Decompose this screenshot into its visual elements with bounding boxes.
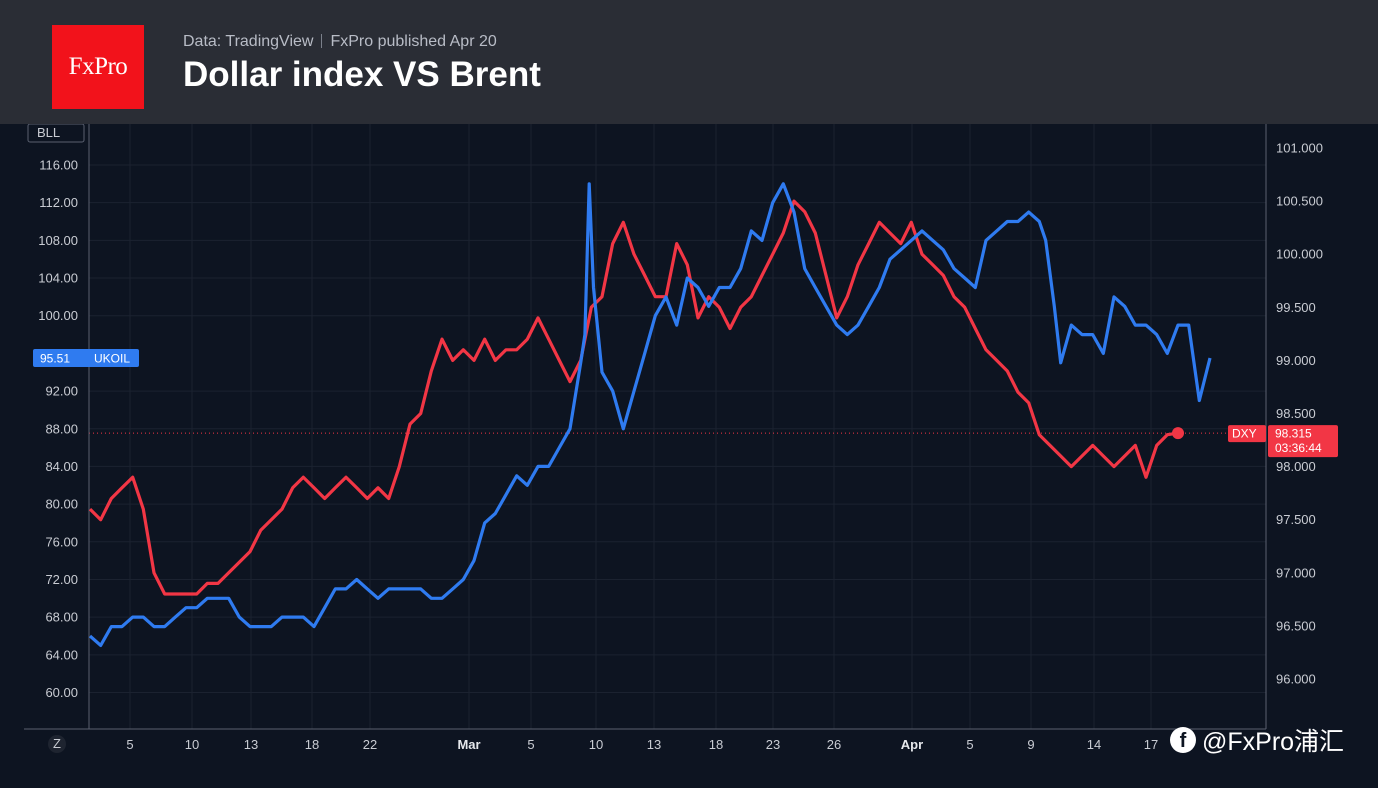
dxy-price-tag — [1268, 425, 1338, 458]
dxy-last-value: 98.315 — [1275, 427, 1312, 441]
facebook-icon: f — [1170, 727, 1196, 753]
x-tick-label: 5 — [126, 737, 133, 752]
published-date: FxPro published Apr 20 — [330, 33, 497, 50]
left-tick-label: 92.00 — [45, 384, 78, 399]
ukoil-line — [88, 182, 1212, 647]
right-tick-label: 98.500 — [1276, 406, 1316, 421]
x-tick-label: 14 — [1087, 737, 1101, 752]
chart-plot[interactable]: 116.00 112.00 108.00 104.00 100.00 92.00 88.00… — [0, 124, 1378, 788]
left-tick-label: 76.00 — [45, 534, 78, 549]
chart-title: Dollar index VS Brent — [183, 55, 541, 94]
left-tick-label: 80.00 — [45, 497, 78, 512]
left-tick-label: 64.00 — [45, 647, 78, 662]
right-tick-label: 97.000 — [1276, 565, 1316, 580]
right-tick-label: 100.000 — [1276, 247, 1323, 262]
x-tick-label: 22 — [363, 737, 377, 752]
x-tick-label: 5 — [966, 737, 973, 752]
z-button — [48, 735, 66, 753]
right-tick-label: 97.500 — [1276, 512, 1316, 527]
right-tick-label: 98.000 — [1276, 459, 1316, 474]
dxy-name-tag — [1228, 425, 1266, 443]
x-tick-label: 10 — [185, 737, 199, 752]
x-tick-label: Mar — [457, 737, 480, 752]
left-tick-label: 88.00 — [45, 421, 78, 436]
x-tick-label: 10 — [589, 737, 603, 752]
left-tick-label: 108.00 — [38, 233, 78, 248]
dxy-line — [88, 199, 1179, 596]
dxy-series-name: DXY — [1232, 427, 1257, 441]
left-tick-label: 84.00 — [45, 459, 78, 474]
axis-label-bll: BLL — [37, 125, 60, 140]
right-tick-label: 100.500 — [1276, 194, 1323, 209]
ukoil-series-name: UKOIL — [94, 352, 130, 366]
dxy-countdown: 03:36:44 — [1275, 441, 1322, 455]
right-tick-label: 96.500 — [1276, 618, 1316, 633]
left-tick-label: 72.00 — [45, 572, 78, 587]
left-tick-label: 100.00 — [38, 308, 78, 323]
axis-label-box — [27, 124, 85, 143]
x-tick-label: 17 — [1144, 737, 1158, 752]
x-tick-label: 9 — [1027, 737, 1034, 752]
separator — [321, 34, 323, 48]
right-tick-label: 99.500 — [1276, 300, 1316, 315]
left-tick-label: 112.00 — [39, 195, 78, 210]
z-label: Z — [53, 736, 61, 751]
left-tick-label: 116.00 — [39, 158, 78, 173]
ukoil-price-tag — [33, 349, 139, 368]
x-tick-label: 18 — [709, 737, 723, 752]
left-tick-label: 60.00 — [45, 685, 78, 700]
dxy-last-point — [1172, 427, 1184, 440]
left-tick-label: 104.00 — [38, 271, 78, 286]
grid-lines — [89, 124, 1266, 729]
right-tick-label: 99.000 — [1276, 353, 1316, 368]
right-tick-label: 101.000 — [1276, 141, 1323, 156]
chart-header: FxPro Data: TradingView FxPro published A… — [0, 0, 1378, 124]
watermark-text: @FxPro浦汇 — [1202, 728, 1345, 756]
source-line: Data: TradingView FxPro published Apr 20 — [183, 33, 497, 51]
x-tick-label: 26 — [827, 737, 841, 752]
x-tick-label: 13 — [647, 737, 661, 752]
x-tick-label: 5 — [527, 737, 534, 752]
ukoil-last-value: 95.51 — [40, 352, 70, 366]
series-lines — [88, 182, 1212, 647]
logo-text: FxPro — [68, 53, 128, 80]
fxpro-logo: FxPro — [52, 25, 144, 109]
x-tick-label: 13 — [244, 737, 258, 752]
x-tick-label: 18 — [305, 737, 319, 752]
axes: 116.00 112.00 108.00 104.00 100.00 92.00 88.00… — [24, 124, 1323, 753]
left-tick-label: 68.00 — [45, 610, 78, 625]
watermark: f @FxPro浦汇 — [1170, 722, 1344, 758]
right-tick-label: 96.000 — [1276, 672, 1316, 687]
x-tick-label: Apr — [901, 737, 923, 752]
data-source: Data: TradingView — [183, 33, 314, 50]
x-tick-label: 23 — [766, 737, 780, 752]
